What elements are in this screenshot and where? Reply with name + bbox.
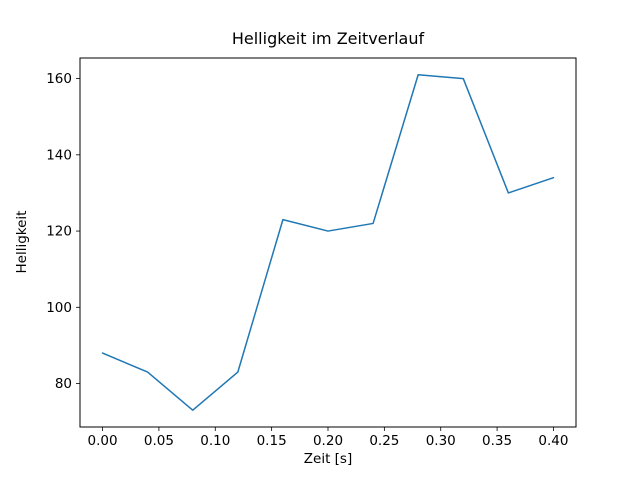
y-tick-label: 140	[46, 147, 72, 163]
y-tick-label: 160	[46, 71, 72, 87]
x-tick-label: 0.20	[313, 433, 343, 449]
y-axis-label: Helligkeit	[14, 211, 30, 274]
x-tick-label: 0.15	[257, 433, 287, 449]
y-tick-label: 120	[46, 224, 72, 240]
data-series-line	[101, 74, 555, 411]
x-tick-label: 0.25	[369, 433, 399, 449]
x-tick-label: 0.30	[426, 433, 456, 449]
x-tick-label: 0.10	[200, 433, 230, 449]
x-tick-label: 0.00	[88, 433, 118, 449]
x-axis-label: Zeit [s]	[304, 451, 352, 467]
axes-frame	[79, 57, 577, 428]
x-tick-label: 0.05	[144, 433, 174, 449]
x-tick-label: 0.40	[538, 433, 568, 449]
x-tick-label: 0.35	[482, 433, 512, 449]
plot-area: 0.00 0.05 0.10 0.15 0.20 0.25 0.30 0.35 0.40 80 10…	[46, 57, 577, 449]
chart-title: Helligkeit im Zeitverlauf	[232, 29, 425, 48]
y-tick-label: 80	[55, 376, 72, 392]
y-tick-label: 100	[46, 300, 72, 316]
